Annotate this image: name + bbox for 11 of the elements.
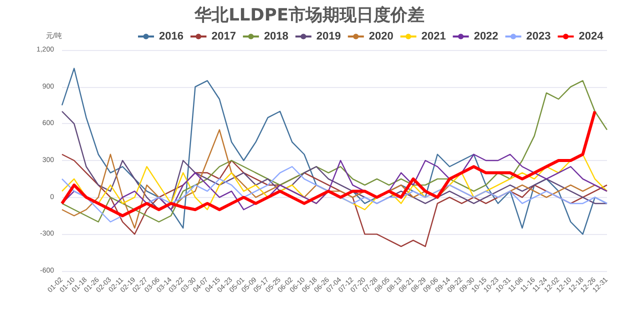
legend-label: 2016 bbox=[159, 30, 184, 42]
legend-label: 2018 bbox=[264, 30, 288, 42]
legend-label: 2021 bbox=[421, 30, 446, 42]
line-series bbox=[61, 166, 608, 222]
legend-label: 2020 bbox=[368, 30, 394, 42]
legend-label: 2019 bbox=[316, 30, 341, 42]
chart-title: 华北LLDPE市场期现日度价差 bbox=[194, 6, 424, 26]
legend-label: 2022 bbox=[474, 30, 498, 42]
legend-label: 2023 bbox=[526, 30, 551, 42]
legend-label: 2024 bbox=[578, 30, 604, 42]
legend-label: 2017 bbox=[211, 30, 236, 42]
